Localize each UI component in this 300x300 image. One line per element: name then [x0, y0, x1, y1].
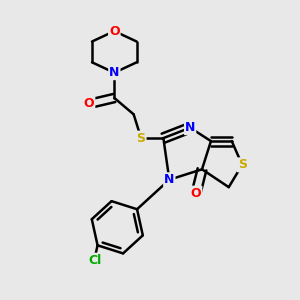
- Text: N: N: [109, 66, 119, 79]
- Text: O: O: [109, 25, 120, 38]
- Text: Cl: Cl: [88, 254, 101, 267]
- Text: O: O: [191, 187, 201, 200]
- Text: N: N: [164, 173, 175, 186]
- Text: O: O: [84, 98, 94, 110]
- Text: S: S: [238, 158, 247, 171]
- Text: N: N: [185, 121, 195, 134]
- Text: S: S: [136, 132, 146, 145]
